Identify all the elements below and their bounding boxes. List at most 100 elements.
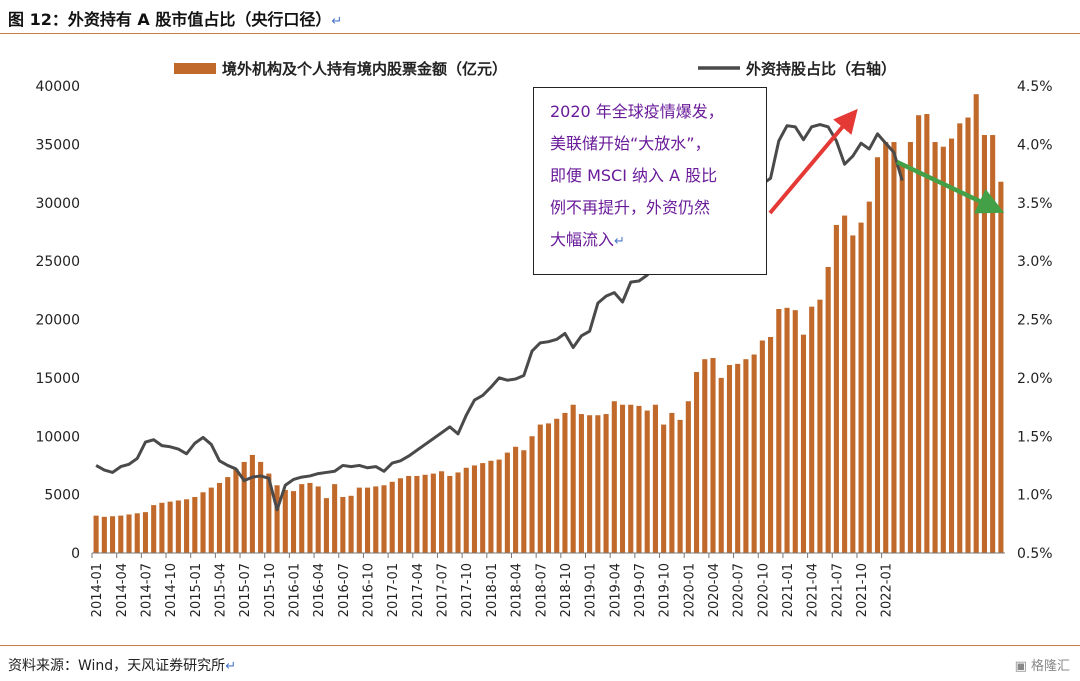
bar [521,450,527,553]
bar [776,308,782,553]
legend-bar-swatch [174,63,216,74]
right-tick-label: 4.5% [1017,79,1053,95]
bar [184,499,190,553]
legend-line-label: 外资持股占比（右轴） [745,60,896,78]
bar [537,424,543,553]
bar [809,306,815,553]
down-arrow [896,159,1005,214]
bar [940,146,946,553]
bar [817,299,823,553]
bar [397,478,403,553]
bar [595,415,601,553]
right-tick-label: 2.5% [1017,313,1053,329]
x-tick-label: 2015-01 [189,563,204,617]
annotation-line-2: 美联储开始“大放水”， [550,134,711,153]
bar [167,501,173,553]
x-tick-label: 2018-04 [510,563,525,617]
x-tick-label: 2021-04 [806,563,821,617]
bar [883,142,889,554]
bar [513,446,519,553]
annotation-line-1: 2020 年全球疫情爆发， [550,102,724,121]
watermark: ▣ 格隆汇 [1014,659,1070,674]
bar [726,365,733,553]
bar [694,372,700,553]
bar [274,485,280,553]
bar [973,94,979,554]
right-tick-label: 0.5% [1017,546,1053,562]
bar [611,401,617,553]
bar [562,412,568,553]
x-tick-label: 2015-07 [238,563,253,617]
bar [800,334,807,553]
annotation-line-5: 大幅流入↵ [550,230,625,249]
bar [833,224,839,553]
x-tick-label: 2016-07 [337,563,352,617]
bar [381,485,387,553]
x-tick-label: 2021-01 [781,563,796,617]
bar [759,340,765,553]
x-tick-label: 2014-07 [140,563,155,617]
bar [570,404,576,553]
bar [619,404,626,553]
bar [529,436,535,553]
bar [768,337,774,553]
bar [636,405,642,553]
bar [545,423,552,553]
x-tick-label: 2019-01 [584,563,599,617]
bar [669,412,675,553]
annotation-arrows [768,108,1005,215]
bar [249,454,255,553]
up-arrow [768,108,858,215]
bar [356,487,362,553]
annotation-line-3: 即便 MSCI 纳入 A 股比 [550,166,718,185]
bar [192,496,198,553]
bar [175,500,181,553]
x-tick-label: 2016-10 [362,563,377,617]
right-axis: 0.5% 1.0% 1.5% 2.0% 2.5% 3.0% 3.5% 4.0% 4.5% [1017,79,1053,562]
bar [216,482,223,553]
bar [866,201,872,553]
x-tick-label: 2019-10 [658,563,673,617]
bar [990,135,996,553]
bar [504,452,510,553]
bar [702,359,708,553]
bar [430,473,436,553]
bar [825,266,831,553]
legend-bar-label: 境外机构及个人持有境内股票金额（亿元） [222,60,507,78]
bar [948,138,955,554]
right-tick-label: 4.0% [1017,137,1053,153]
source-note: 资料来源：Wind，天风证券研究所↵ [8,658,237,674]
x-tick-label: 2019-07 [633,563,648,617]
x-tick-label: 2016-04 [312,563,327,617]
line-path [95,123,904,512]
x-tick-label: 2020-07 [732,563,747,617]
x-tick-label: 2021-07 [830,563,845,617]
bar [241,461,247,553]
bar [480,463,486,553]
line-series [95,123,904,512]
bar [916,115,922,553]
bar [406,475,412,553]
bar [957,123,963,554]
x-tick-label: 2017-07 [436,563,451,617]
x-tick-label: 2018-01 [485,563,500,617]
bar [907,142,913,554]
x-tick-label: 2016-01 [288,563,303,617]
bar [225,477,231,553]
bar [299,484,305,553]
bar [784,307,790,553]
bar [126,514,132,553]
bar [159,502,165,553]
left-tick-label: 10000 [35,429,80,445]
x-tick-label: 2018-10 [559,563,574,617]
bar [587,415,593,553]
bar [422,474,428,553]
bar [924,114,930,554]
bar [447,475,453,553]
bar [323,498,329,553]
x-axis: 2014-01 2014-04 2014-07 2014-10 2015-01 2015-… [90,552,1005,617]
left-tick-label: 25000 [35,254,80,270]
right-tick-label: 3.5% [1017,196,1053,212]
x-tick-label: 2014-10 [164,563,179,617]
